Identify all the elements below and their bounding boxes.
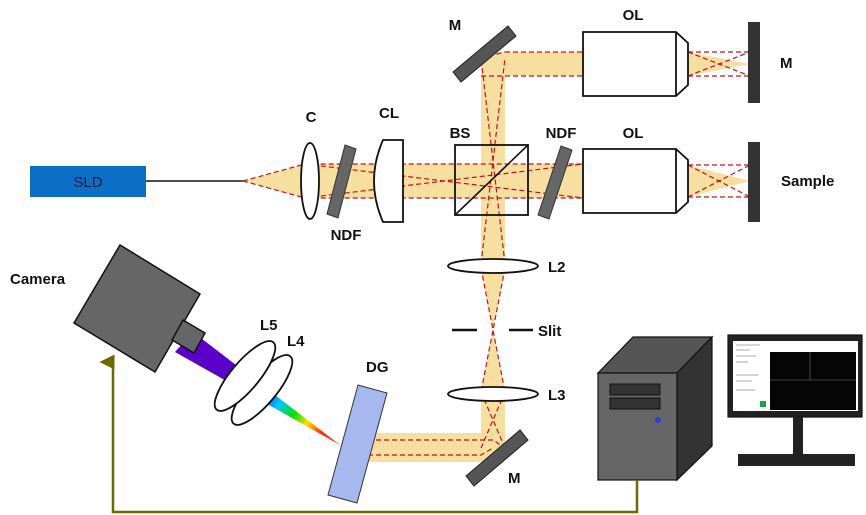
sample-plate: [748, 142, 760, 222]
beam-slit-cone-top: [481, 268, 505, 330]
objective-sample-label: OL: [623, 125, 644, 142]
lens-l5-label: L5: [260, 317, 278, 334]
objective-lens-reference: [582, 31, 689, 97]
camera: [72, 243, 207, 374]
fold-mirror-bottom-label: M: [508, 470, 521, 487]
fold-mirror-top-label: M: [449, 17, 462, 34]
beam-reference-mirror-corner: [481, 52, 505, 76]
ndf-sample-label: NDF: [546, 125, 577, 142]
objective-lens-sample: [582, 148, 689, 214]
ndf-filter-sample: [537, 145, 573, 220]
lens-l4-label: L4: [287, 333, 305, 350]
lens-l2-label: L2: [548, 259, 566, 276]
beam-source-cone: [243, 164, 305, 198]
slit-label: Slit: [538, 323, 561, 340]
lens-l3-label: L3: [548, 387, 566, 404]
objective-reference-label: OL: [623, 7, 644, 24]
beam-splitter-cube: [454, 144, 529, 216]
ndf-source-label: NDF: [331, 227, 362, 244]
computer-tower: [596, 335, 714, 482]
camera-label: Camera: [10, 271, 66, 288]
camera-body: [72, 243, 202, 374]
grating-label: DG: [366, 359, 389, 376]
beam-splitter-diagonal: [454, 144, 529, 216]
reference-mirror: [748, 22, 760, 103]
reference-mirror-label: M: [780, 55, 793, 72]
collimator-label: C: [306, 109, 317, 126]
lens-l2: [447, 258, 539, 274]
beam-splitter-label: BS: [450, 125, 471, 142]
ndf-filter-source: [326, 144, 357, 219]
sample-label: Sample: [781, 173, 834, 190]
cylindrical-lens-label: CL: [379, 105, 399, 122]
collimator-lens: [300, 142, 320, 220]
lens-l5: [213, 340, 277, 412]
sld-source: [30, 166, 146, 197]
camera-lens-mount: [170, 318, 207, 355]
beam-to-grating: [368, 433, 505, 462]
diffraction-grating: [327, 384, 388, 504]
cylindrical-lens: [373, 139, 404, 223]
fold-mirror-top: [452, 25, 517, 83]
lens-l3: [447, 386, 539, 402]
data-cable: [99, 354, 639, 514]
fold-mirror-bottom: [465, 429, 529, 487]
sld-label: SLD: [73, 174, 102, 191]
monitor: [727, 334, 863, 466]
beam-slit-cone-bottom: [481, 330, 505, 392]
